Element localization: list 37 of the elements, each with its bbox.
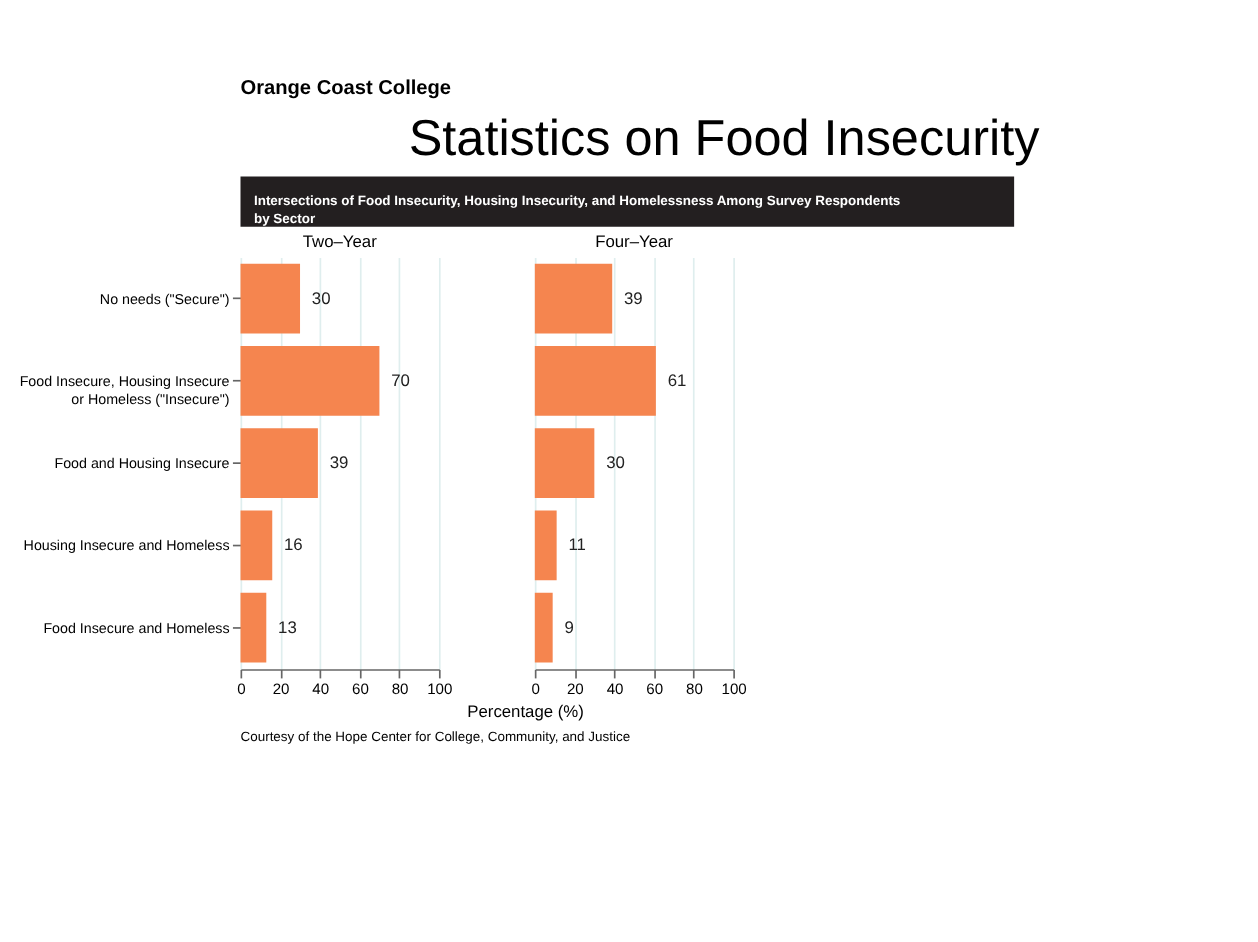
x-tick-label: 80 [686, 679, 703, 698]
bar [240, 592, 267, 663]
bar [534, 345, 656, 416]
bar [240, 510, 273, 581]
data-label: 16 [284, 534, 304, 555]
data-label: 30 [606, 452, 626, 473]
x-tick-label: 100 [721, 679, 747, 698]
text: Orange Coast College [240, 77, 452, 100]
bar [534, 263, 613, 334]
bar [240, 428, 318, 499]
data-label: 39 [623, 287, 644, 308]
x-tick-label: 80 [391, 679, 409, 698]
chart-title: Two–Year [302, 231, 378, 252]
x-tick-label: 40 [312, 679, 330, 698]
bar [240, 263, 301, 334]
x-axis-title: Percentage (%) [467, 701, 585, 722]
x-tick-label: 0 [237, 679, 246, 698]
data-label: 13 [278, 616, 298, 637]
data-label: 9 [564, 616, 575, 637]
bar [534, 428, 595, 499]
bar [240, 345, 380, 416]
chart-title: Four–Year [595, 231, 674, 252]
x-tick-label: 100 [427, 679, 453, 698]
x-tick-label: 40 [606, 679, 624, 698]
x-tick-label: 20 [566, 679, 584, 698]
bar [534, 510, 557, 581]
data-label: 61 [667, 369, 687, 390]
x-tick-label: 60 [352, 679, 369, 698]
data-label: 39 [329, 452, 349, 473]
x-tick-label: 20 [272, 679, 290, 698]
data-label: 70 [391, 369, 411, 390]
x-tick-label: 60 [646, 679, 664, 698]
data-label: 30 [311, 287, 332, 308]
data-label: 11 [568, 534, 587, 555]
text: Statistics on Food Insecurity [408, 110, 1041, 167]
x-tick-label: 0 [531, 679, 540, 698]
bar [534, 592, 553, 663]
